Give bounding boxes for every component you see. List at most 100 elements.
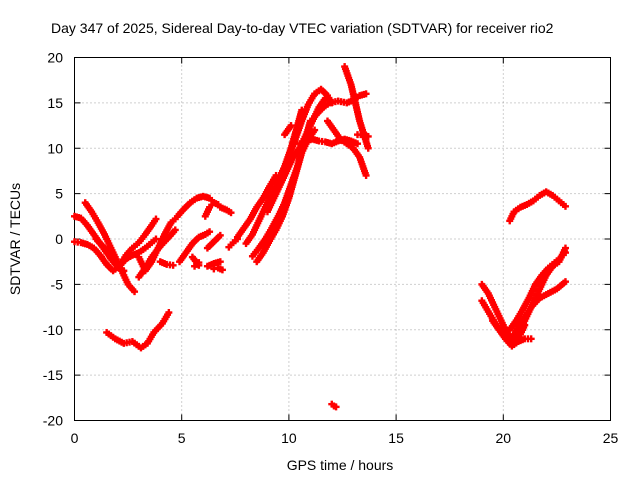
data-point [283,127,291,135]
data-point [498,329,506,337]
data-point [146,335,154,343]
data-point [261,235,269,243]
data-point [514,205,522,213]
series-arc-15 [210,264,226,274]
data-point [89,229,97,237]
data-point [511,318,519,326]
data-point [188,197,196,205]
data-point [248,252,256,260]
data-point [111,265,119,273]
data-point [139,268,147,276]
data-point [169,217,177,225]
data-point [534,193,542,201]
data-point [266,226,274,234]
data-point [510,208,518,216]
data-point [144,227,152,235]
data-point [271,228,279,236]
data-point [332,403,340,411]
data-point [108,253,116,261]
data-point [515,312,523,320]
y-tick-label: 20 [47,50,63,66]
data-point [292,150,300,158]
data-point [304,101,312,109]
data-point [483,305,491,313]
data-point [239,226,247,234]
data-point [343,140,351,148]
data-point [206,228,214,236]
data-point [527,335,535,343]
data-point [237,228,245,236]
data-point [131,288,139,296]
data-point [558,281,566,289]
data-point [315,103,323,111]
data-point [523,309,531,317]
data-point [479,299,487,307]
data-point [79,216,87,224]
series-arc-33 [489,317,535,350]
data-point [181,250,189,258]
data-point [523,201,531,209]
data-point [354,152,362,160]
data-point [496,328,504,336]
data-point [284,125,292,133]
data-point [155,323,163,331]
x-tick-label: 5 [178,430,186,446]
data-point [190,255,198,263]
data-point [177,209,185,217]
data-point [129,286,137,294]
data-point [264,231,272,239]
data-point [538,271,546,279]
data-point [201,230,209,238]
data-point [160,239,168,247]
data-point [145,225,153,233]
series-arc-16 [216,203,235,217]
data-point [245,217,253,225]
y-tick-label: 5 [55,186,63,202]
series-arc-11 [188,253,203,270]
series-arc-29 [354,131,372,140]
data-point [268,232,276,240]
data-point [86,225,94,233]
data-point [83,201,91,209]
data-point [188,240,196,248]
data-point [93,248,101,256]
data-point [165,309,173,317]
data-point [540,189,548,197]
data-point [557,253,565,261]
data-point [101,259,109,267]
data-point [158,240,166,248]
data-point [293,148,301,156]
data-point [153,325,161,333]
data-point [313,88,321,96]
data-point [267,235,275,243]
data-point [186,243,194,251]
data-point [136,271,144,279]
data-point [514,324,522,332]
data-point [308,130,316,138]
data-point [253,203,261,211]
data-point [133,341,141,349]
series-arc-4 [92,215,160,270]
data-point [534,277,542,285]
data-point [520,315,528,323]
data-point [519,317,527,325]
data-point [135,249,143,257]
data-point [537,273,545,281]
data-point [235,231,243,239]
data-point [141,264,149,272]
data-point [141,230,149,238]
data-point [347,143,355,151]
data-point [309,92,317,100]
data-point [170,228,178,236]
series-arc-21 [253,126,319,266]
data-point [535,275,543,283]
data-point [245,236,253,244]
y-tick-label: 10 [47,140,63,156]
data-point [258,250,266,258]
chart-title: Day 347 of 2025, Sidereal Day-to-day VTE… [51,20,554,36]
data-point [480,284,488,292]
data-point [161,315,169,323]
data-point [317,85,325,93]
data-point [555,255,563,263]
